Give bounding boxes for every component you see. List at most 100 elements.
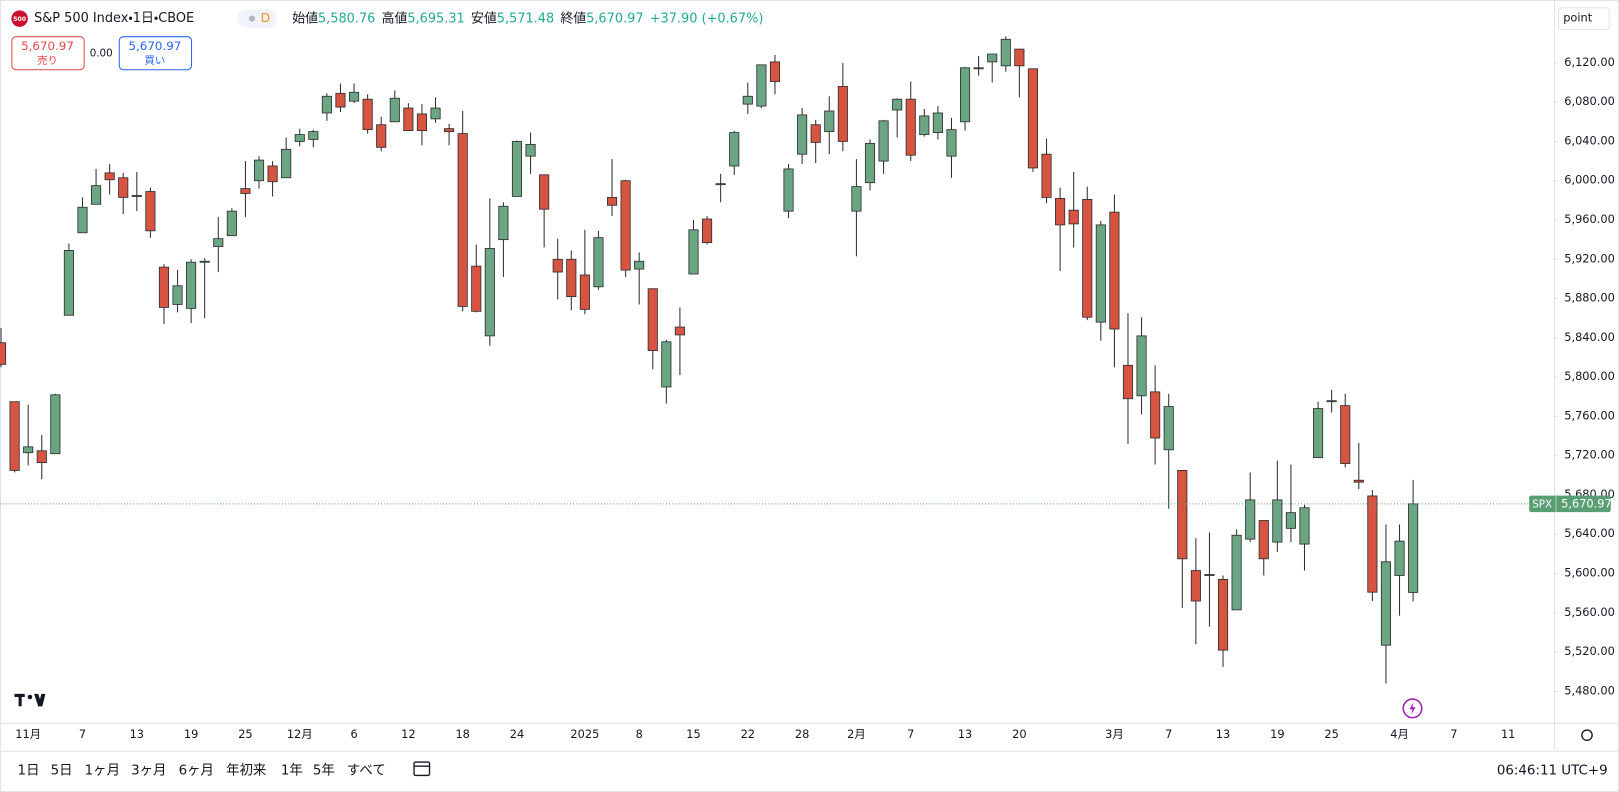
candle-body-up [715,183,726,186]
alert-icon[interactable] [1402,698,1423,719]
unit-button[interactable] [1558,7,1610,30]
candle-body-down [1068,209,1079,225]
candle-body-down [674,326,685,336]
candle-body-up [498,205,509,241]
x-tick-label: 8 [636,727,643,741]
x-tick-label: 2025 [570,727,599,741]
candle-body-down [471,265,482,312]
candle-body-up [172,285,183,305]
candle-body-up [797,114,808,155]
candle-body-up [308,131,319,140]
price-axis-unit: point [1563,11,1592,25]
x-tick-label: 28 [795,727,809,741]
candle-body-up [851,186,862,212]
range-button[interactable]: 3ヶ月 [131,763,166,778]
candle-body-down [1150,391,1161,439]
candle-body-up [131,195,142,197]
candle-body-up [389,97,400,123]
range-button[interactable]: 年初来 [226,762,266,778]
ohlc-label: 安値 [471,10,497,26]
candle-body-down [837,86,848,142]
candle-body-down [376,124,387,148]
range-button[interactable]: 1ヶ月 [85,763,120,778]
candle-body-down [1190,570,1201,602]
candle-body-up [281,148,292,179]
x-tick-label: 7 [79,727,86,741]
candle-body-up [77,206,88,234]
x-tick-label: 4月 [1390,727,1409,741]
candle-body-down [1041,153,1052,198]
candle-body-down [104,172,115,181]
range-button[interactable]: 6ヶ月 [179,763,214,778]
range-button[interactable]: 5年 [313,762,335,778]
clock[interactable]: 06:46:11 UTC+9 [1497,763,1608,778]
candle-body-down [769,61,781,82]
candle-body-up [1000,38,1011,67]
candle-body-down [1122,364,1134,400]
candle-body-up [321,95,332,114]
candle-body-down [267,165,278,183]
candle-body-up [1231,534,1242,611]
candle-body-down [0,342,7,365]
candle-body-up [661,341,672,388]
sell-label: 売り [37,54,58,67]
last-price-label: 5,670.97 [1561,496,1612,510]
candle-body-up [1163,406,1174,451]
candle-body-down [1217,579,1229,651]
ohlc-value: 5,571.48 [497,11,554,26]
candle-body-down [9,401,20,471]
candle-body-up [1204,574,1215,576]
x-tick-label: 19 [184,727,198,741]
candles [0,36,1419,684]
candle-body-up [892,98,903,111]
candle-body-down [1014,48,1025,67]
x-tick-label: 15 [686,727,700,741]
last-price-symbol: SPX [1532,498,1552,510]
x-tick-label: 13 [1216,727,1230,741]
candle-body-up [756,64,767,107]
candle-body-down [335,92,346,108]
candle-body-up [430,107,441,120]
candle-body-up [1285,512,1296,529]
candle-body-down [606,196,618,206]
candle-body-down [240,188,251,194]
ohlc-label: 高値 [382,10,408,26]
candle-body-up [919,115,930,135]
y-tick-label: 6,000.00 [1564,173,1615,187]
ohlc-label: 終値 [560,10,586,26]
y-tick-label: 5,600.00 [1564,566,1615,580]
logo [14,693,46,707]
symbol-title[interactable]: S&P 500 Index・1日・CBOE [34,11,194,26]
symbol-icon-text: 500 [13,16,27,23]
interval-pill[interactable] [237,9,277,28]
candle-body-up [688,229,699,275]
candle-body-up [1272,499,1283,543]
range-button[interactable]: すべて [347,762,386,778]
settings-icon[interactable] [1581,729,1593,742]
candle-body-up [946,129,957,157]
sell-button[interactable] [11,36,85,71]
range-button[interactable]: 1年 [281,762,303,778]
candle-body-up [226,210,237,237]
candle-body-up [593,237,604,288]
candle-body-up [1245,499,1256,540]
candle-body-down [552,258,563,273]
candle-body-down [403,107,414,132]
y-tick-label: 5,920.00 [1564,251,1615,265]
candle-body-up [1326,400,1337,403]
candle-body-up [634,260,645,270]
range-button[interactable]: 5日 [51,763,73,778]
x-tick-label: 7 [1450,727,1457,741]
range-button[interactable]: 1日 [18,763,40,778]
calendar-icon[interactable] [413,761,431,777]
x-tick-label: 20 [1012,727,1026,741]
y-tick-label: 5,720.00 [1564,448,1615,462]
candle-body-down [1353,479,1364,483]
candle-body-down [118,177,129,198]
y-tick-label: 6,120.00 [1564,55,1615,69]
buy-button[interactable] [118,36,193,71]
buy-price: 5,670.97 [128,39,181,53]
candle-body-up [742,95,753,105]
candle-body-down [539,174,550,210]
